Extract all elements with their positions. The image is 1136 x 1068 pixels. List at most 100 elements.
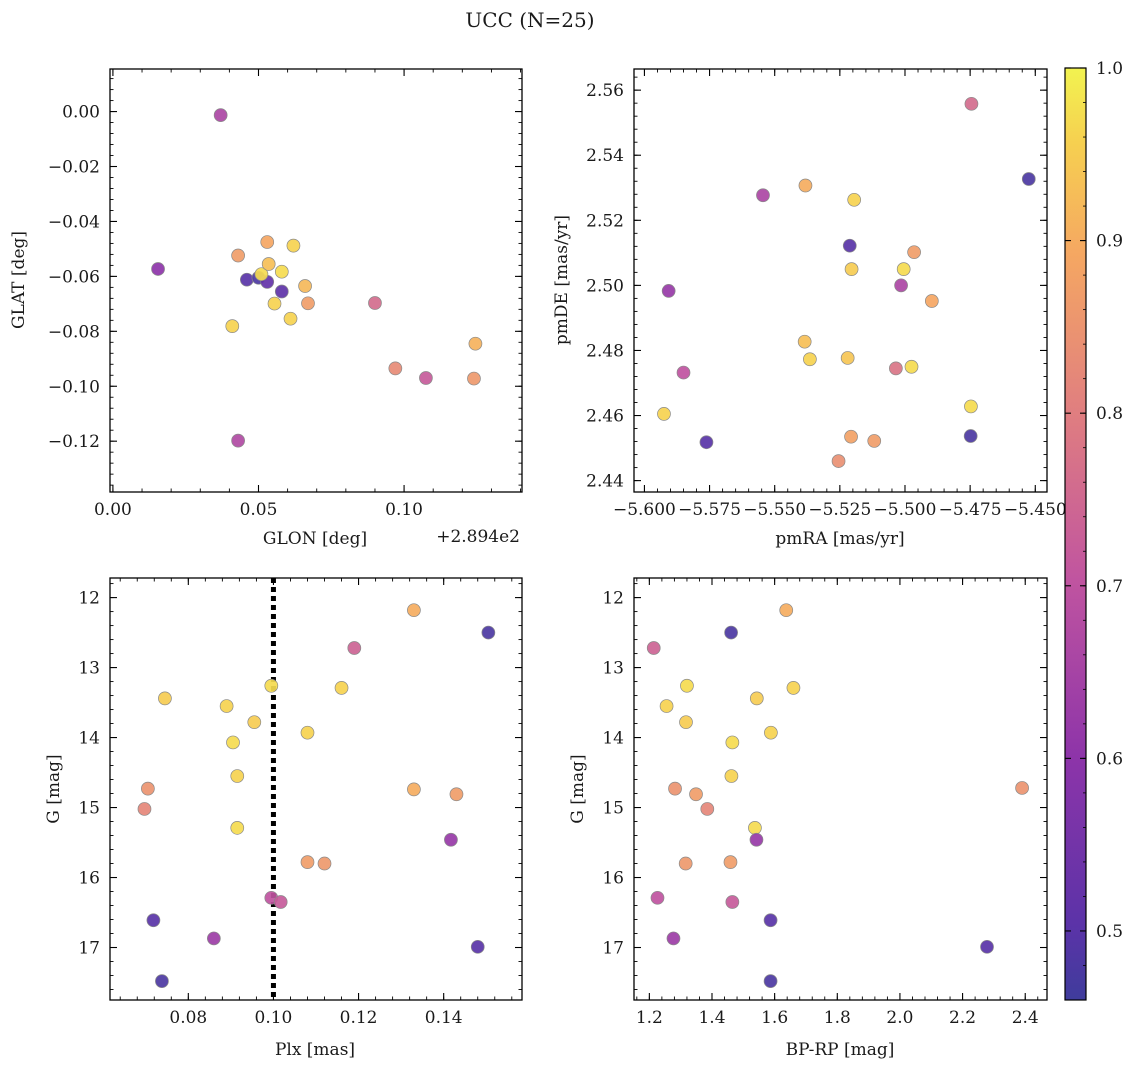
- bprp-g-point: [723, 855, 738, 869]
- plx-g-point: [334, 681, 349, 695]
- bprp-g-point: [666, 931, 681, 946]
- bprp-g-point: [725, 895, 740, 909]
- glon-glat-ytick-label: −0.08: [48, 322, 100, 342]
- glon-glat-point: [261, 257, 276, 271]
- panel-bprp-g-ylabel: G [mag]: [568, 754, 588, 823]
- panel-pmra-pmde: −5.600 −5.575 −5.550 −5.525 −5.500 −5.475 −5.4…: [552, 68, 1067, 549]
- bprp-g-point: [763, 913, 778, 928]
- bprp-g-point: [659, 699, 674, 713]
- pmra-pmde-ytick-label: 2.46: [586, 407, 624, 427]
- glon-glat-point: [368, 296, 382, 310]
- bprp-g-point: [668, 781, 682, 796]
- glon-glat-ytick-label: −0.04: [48, 212, 100, 232]
- pmra-pmde-xtick-label: −5.475: [939, 500, 1002, 520]
- panel-plx-g-ylabel: G [mag]: [44, 754, 64, 823]
- glon-glat-point: [231, 248, 245, 263]
- pmra-pmde-point: [797, 334, 812, 349]
- plx-g-xtick-label: 0.14: [425, 1008, 463, 1028]
- plx-g-point: [300, 725, 315, 740]
- plx-g-ytick-label: 17: [78, 939, 100, 959]
- pmra-pmde-point: [924, 294, 939, 308]
- plx-g-point: [264, 678, 279, 693]
- bprp-g-ytick-label: 13: [602, 659, 624, 679]
- pmra-pmde-point: [963, 429, 978, 443]
- pmra-pmde-xtick-label: −5.500: [874, 500, 937, 520]
- panel-glon-glat-ylabel: GLAT [deg]: [9, 231, 29, 329]
- pmra-pmde-point: [894, 278, 908, 293]
- glon-glat-ytick-label: −0.02: [48, 158, 100, 178]
- plx-g-point: [137, 802, 152, 816]
- panel-bprp-g-frame: [633, 577, 1048, 1001]
- pmra-pmde-point: [842, 238, 857, 253]
- pmra-pmde-xtick-label: −5.575: [678, 500, 741, 520]
- glon-glat-point: [225, 319, 240, 333]
- bprp-g-xtick-label: 1.4: [698, 1008, 725, 1028]
- pmra-pmde-xtick-label: −5.550: [743, 500, 806, 520]
- colorbar-gradient: [1064, 67, 1087, 1001]
- plx-g-point: [407, 782, 421, 797]
- plx-g-point: [230, 820, 245, 835]
- glon-glat-point: [231, 433, 245, 448]
- bprp-g-xtick-label: 2.0: [886, 1008, 913, 1028]
- plx-g-ytick-label: 13: [78, 659, 100, 679]
- plx-g-point: [226, 735, 240, 750]
- bprp-g-point: [1015, 781, 1029, 795]
- pmra-pmde-ytick-label: 2.50: [586, 276, 624, 296]
- panel-plx-g: 0.08 0.10 0.12 0.14 12 13 14 15 16 17 Plx [mas] G…: [44, 577, 523, 1060]
- glon-glat-point: [301, 296, 315, 311]
- panel-plx-g-points: [137, 603, 496, 988]
- panel-plx-g-xlabel: Plx [mas]: [275, 1040, 355, 1060]
- pmra-pmde-ytick-label: 2.52: [586, 211, 624, 231]
- panel-glon-glat-points: [151, 108, 483, 448]
- glon-glat-point: [274, 284, 289, 299]
- pmra-pmde-ytick-label: 2.56: [586, 81, 624, 101]
- bprp-g-point: [650, 890, 665, 905]
- panel-pmra-pmde-ticks: −5.600 −5.575 −5.550 −5.525 −5.500 −5.475 −5.4…: [586, 69, 1067, 520]
- glon-glat-point: [283, 311, 298, 326]
- bprp-g-point: [679, 715, 693, 730]
- pmra-pmde-point: [964, 96, 979, 111]
- colorbar-ticks: 0.5 0.6 0.7 0.8 0.9 1.0: [1065, 59, 1123, 1001]
- pmra-pmde-point: [1021, 172, 1036, 186]
- glon-glat-point: [388, 361, 403, 376]
- bprp-g-xtick-label: 1.6: [761, 1008, 788, 1028]
- panel-glon-glat-xlabel: GLON [deg]: [263, 529, 367, 549]
- panel-pmra-pmde-points: [657, 96, 1036, 468]
- panel-glon-glat-x-offset: +2.894e2: [436, 527, 520, 547]
- plx-g-point: [230, 769, 245, 783]
- glon-glat-point: [419, 371, 433, 385]
- colorbar-tick-label: 0.8: [1096, 404, 1123, 424]
- pmra-pmde-point: [661, 284, 676, 298]
- plx-g-ytick-label: 15: [78, 799, 100, 819]
- bprp-g-point: [724, 769, 739, 783]
- bprp-g-point: [700, 802, 715, 816]
- plx-g-ytick-label: 14: [78, 729, 100, 749]
- pmra-pmde-point: [904, 359, 919, 374]
- plx-g-ytick-label: 16: [78, 869, 100, 889]
- glon-glat-point: [274, 264, 289, 279]
- colorbar-tick-label: 0.7: [1096, 577, 1123, 597]
- pmra-pmde-point: [756, 188, 770, 203]
- bprp-g-point: [749, 691, 764, 706]
- panel-bprp-g-ticks: 1.2 1.4 1.6 1.8 2.0 2.2 2.4 12 13 14 15 16 17: [602, 578, 1047, 1028]
- glon-glat-point: [260, 235, 275, 249]
- bprp-g-point: [646, 641, 661, 655]
- plx-g-point: [449, 787, 464, 802]
- pmra-pmde-point: [889, 361, 903, 376]
- bprp-g-ytick-label: 16: [602, 869, 624, 889]
- pmra-pmde-point: [657, 407, 671, 421]
- bprp-g-point: [749, 832, 764, 847]
- glon-glat-ytick-label: −0.10: [48, 377, 100, 397]
- bprp-g-xtick-label: 1.8: [824, 1008, 851, 1028]
- pmra-pmde-point: [907, 245, 921, 260]
- panel-glon-glat: 0.00 0.05 0.10 0.00 −0.02 −0.04 −0.06 −0.08 −0.1…: [9, 68, 523, 549]
- pmra-pmde-ytick-label: 2.44: [586, 472, 624, 492]
- glon-glat-xtick-label: 0.00: [94, 500, 132, 520]
- glon-glat-ytick-label: 0.00: [62, 103, 100, 123]
- glon-glat-point: [267, 296, 282, 311]
- bprp-g-xtick-label: 2.4: [1012, 1008, 1039, 1028]
- bprp-g-point: [779, 603, 794, 618]
- panel-pmra-pmde-xlabel: pmRA [mas/yr]: [775, 529, 904, 549]
- pmra-pmde-point: [844, 429, 858, 444]
